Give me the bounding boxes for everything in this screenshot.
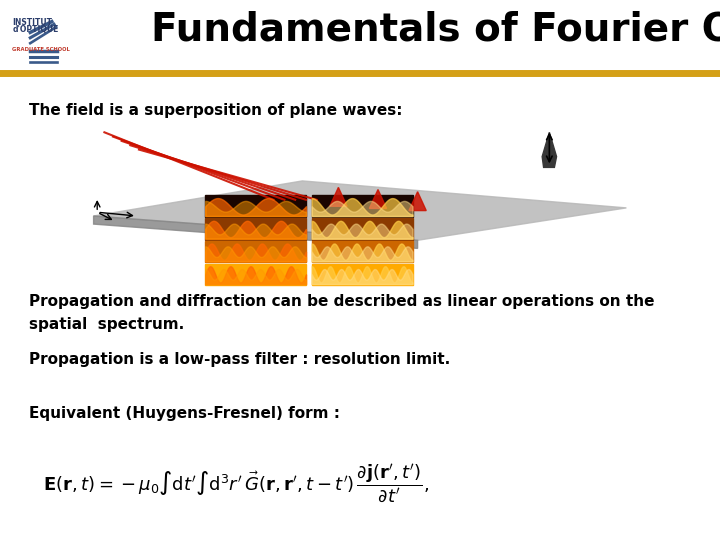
- Text: GRADUATE SCHOOL: GRADUATE SCHOOL: [12, 48, 70, 52]
- Bar: [205, 218, 306, 240]
- Text: Propagation is a low-pass filter : resolution limit.: Propagation is a low-pass filter : resol…: [29, 352, 450, 367]
- Bar: [312, 195, 413, 217]
- Text: INSTITUT: INSTITUT: [12, 18, 53, 27]
- Bar: [205, 264, 306, 285]
- Text: d'OPTIQUE: d'OPTIQUE: [12, 25, 58, 34]
- Bar: [312, 218, 413, 240]
- Polygon shape: [409, 192, 426, 211]
- Bar: [205, 241, 306, 262]
- Bar: [0, 0, 720, 73]
- Polygon shape: [94, 181, 626, 240]
- Bar: [312, 264, 413, 285]
- Polygon shape: [542, 132, 557, 167]
- Text: Fundamentals of Fourier Optics: Fundamentals of Fourier Optics: [151, 11, 720, 49]
- Polygon shape: [369, 190, 387, 208]
- Polygon shape: [94, 216, 418, 248]
- Text: Propagation and diffraction can be described as linear operations on the
spatial: Propagation and diffraction can be descr…: [29, 294, 654, 332]
- Bar: [205, 195, 306, 217]
- Polygon shape: [330, 187, 347, 206]
- Text: Equivalent (Huygens-Fresnel) form :: Equivalent (Huygens-Fresnel) form :: [29, 406, 340, 421]
- Text: The field is a superposition of plane waves:: The field is a superposition of plane wa…: [29, 103, 402, 118]
- Text: $\mathbf{E}(\mathbf{r},t) = -\mu_0 \int \mathrm{d}t' \int \mathrm{d}^3r'\,\vec{G: $\mathbf{E}(\mathbf{r},t) = -\mu_0 \int …: [43, 462, 429, 504]
- Bar: [312, 241, 413, 262]
